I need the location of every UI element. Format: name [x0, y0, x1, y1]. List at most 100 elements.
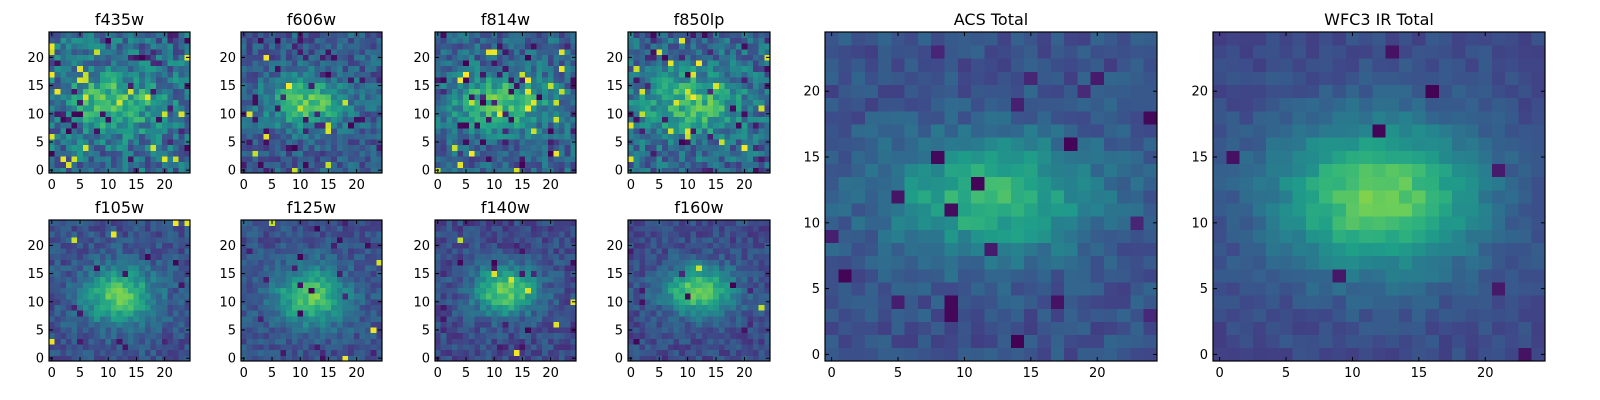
heatmap-cell	[747, 156, 754, 163]
heatmap-cells	[435, 32, 577, 174]
heatmap-cell	[480, 332, 487, 339]
heatmap-cell	[99, 122, 106, 129]
heatmap-cell	[451, 105, 458, 112]
heatmap-cell	[446, 349, 453, 356]
heatmap-cell	[650, 332, 657, 339]
heatmap-cell	[336, 77, 343, 84]
heatmap-cell	[701, 349, 708, 356]
heatmap-cell	[173, 287, 180, 294]
heatmap-cell	[667, 77, 674, 84]
heatmap-cell	[536, 116, 543, 123]
heatmap-cell	[274, 122, 281, 129]
heatmap-cell	[127, 276, 134, 283]
heatmap-cell	[707, 349, 714, 356]
heatmap-cell	[497, 298, 504, 305]
heatmap-cell	[77, 327, 84, 334]
heatmap-cell	[77, 144, 84, 151]
heatmap-cell	[525, 144, 532, 151]
heatmap-cell	[645, 355, 652, 362]
heatmap-cell	[741, 156, 748, 163]
heatmap-cell	[263, 344, 270, 351]
heatmap-cell	[252, 77, 259, 84]
heatmap-cell	[474, 304, 481, 311]
heatmap-cell	[752, 139, 760, 146]
heatmap-cell	[662, 60, 669, 67]
heatmap-cell	[553, 94, 560, 101]
heatmap-cell	[60, 253, 67, 260]
heatmap-cell	[241, 77, 248, 84]
heatmap-cell	[485, 321, 492, 328]
heatmap-cell	[314, 355, 321, 362]
heatmap-cell	[161, 94, 168, 101]
heatmap-cell	[673, 321, 680, 328]
heatmap-cell	[308, 310, 315, 317]
heatmap-cell	[713, 77, 720, 84]
heatmap-cell	[735, 327, 742, 334]
heatmap-cell	[365, 310, 372, 317]
heatmap-cell	[735, 88, 742, 95]
heatmap-cell	[252, 110, 259, 117]
heatmap-cell	[331, 225, 338, 232]
heatmap-cell	[336, 99, 343, 106]
heatmap-cell	[173, 355, 180, 362]
heatmap-cell	[690, 150, 697, 157]
heatmap-cell	[525, 265, 532, 272]
heatmap-cell	[88, 54, 95, 61]
heatmap-cell	[752, 88, 760, 95]
heatmap-cell	[491, 144, 498, 151]
heatmap-cell	[257, 48, 264, 55]
heatmap-cell	[359, 293, 366, 300]
heatmap-cell	[547, 253, 554, 260]
heatmap-cell	[718, 99, 725, 106]
heatmap-cell	[446, 265, 453, 272]
heatmap-cell	[88, 220, 95, 227]
heatmap-cell	[468, 338, 475, 345]
heatmap-cell	[105, 327, 112, 334]
heatmap-cell	[308, 65, 315, 72]
heatmap-cell	[370, 321, 377, 328]
heatmap-cell	[178, 231, 185, 238]
heatmap-cell	[547, 287, 554, 294]
heatmap-cell	[701, 32, 708, 39]
heatmap-cell	[116, 144, 123, 151]
heatmap-cell	[348, 270, 355, 277]
heatmap-cell	[662, 99, 669, 106]
heatmap-cell	[525, 82, 532, 89]
heatmap-cell	[359, 32, 366, 39]
heatmap-cell	[331, 315, 338, 322]
heatmap-cell	[49, 156, 56, 163]
heatmap-cell	[156, 110, 163, 117]
heatmap-cell	[463, 225, 470, 232]
heatmap-cell	[633, 94, 640, 101]
heatmap-cell	[314, 220, 321, 227]
heatmap-cell	[673, 110, 680, 117]
heatmap-cell	[246, 60, 253, 67]
heatmap-cell	[359, 282, 366, 289]
heatmap-cell	[502, 327, 509, 334]
heatmap-cell	[65, 37, 72, 44]
heatmap-cell	[348, 248, 355, 255]
heatmap-cell	[325, 65, 332, 72]
heatmap-cell	[325, 287, 332, 294]
heatmap-cell	[54, 225, 61, 232]
heatmap-cell	[308, 253, 315, 260]
y-tick-label: 5	[228, 135, 236, 150]
heatmap-cell	[291, 242, 298, 249]
heatmap-cell	[150, 156, 157, 163]
heatmap-cell	[342, 82, 349, 89]
heatmap-cell	[485, 349, 492, 356]
heatmap-cell	[463, 310, 470, 317]
heatmap-cell	[474, 276, 481, 283]
heatmap-cell	[111, 156, 118, 163]
heatmap-cell	[547, 276, 554, 283]
heatmap-cell	[656, 150, 663, 157]
heatmap-cell	[161, 265, 168, 272]
heatmap-cell	[628, 310, 635, 317]
heatmap-cell	[696, 355, 703, 362]
heatmap-cell	[252, 48, 259, 55]
heatmap-cells	[49, 32, 191, 174]
heatmap-cell	[99, 60, 106, 67]
heatmap-cell	[139, 82, 146, 89]
heatmap-cell	[525, 65, 532, 72]
heatmap-cell	[99, 276, 106, 283]
